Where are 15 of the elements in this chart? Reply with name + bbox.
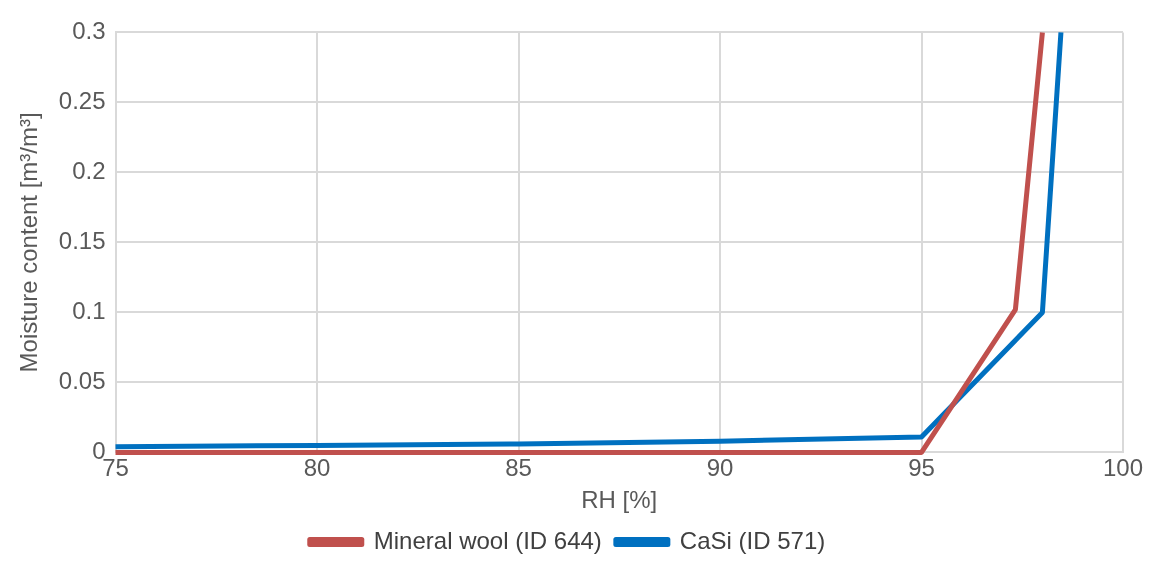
y-axis-title: Moisture content [m³/m³]	[15, 112, 43, 373]
x-tick-label: 100	[1102, 454, 1144, 482]
y-tick-label: 0.05	[58, 367, 106, 395]
x-tick-label: 95	[908, 454, 935, 482]
x-tick-label: 85	[505, 454, 532, 482]
legend-label: CaSi (ID 571)	[679, 526, 826, 554]
x-tick-label: 80	[303, 454, 331, 482]
legend-label: Mineral wool (ID 644)	[373, 526, 602, 554]
y-tick-label: 0.1	[72, 297, 106, 325]
y-tick-label: 0.15	[58, 227, 106, 255]
y-tick-label: 0.3	[72, 17, 106, 45]
x-tick-label: 90	[706, 454, 734, 482]
x-axis-title: RH [%]	[581, 486, 658, 514]
y-tick-label: 0.2	[72, 157, 106, 185]
y-tick-label: 0.25	[58, 87, 106, 115]
